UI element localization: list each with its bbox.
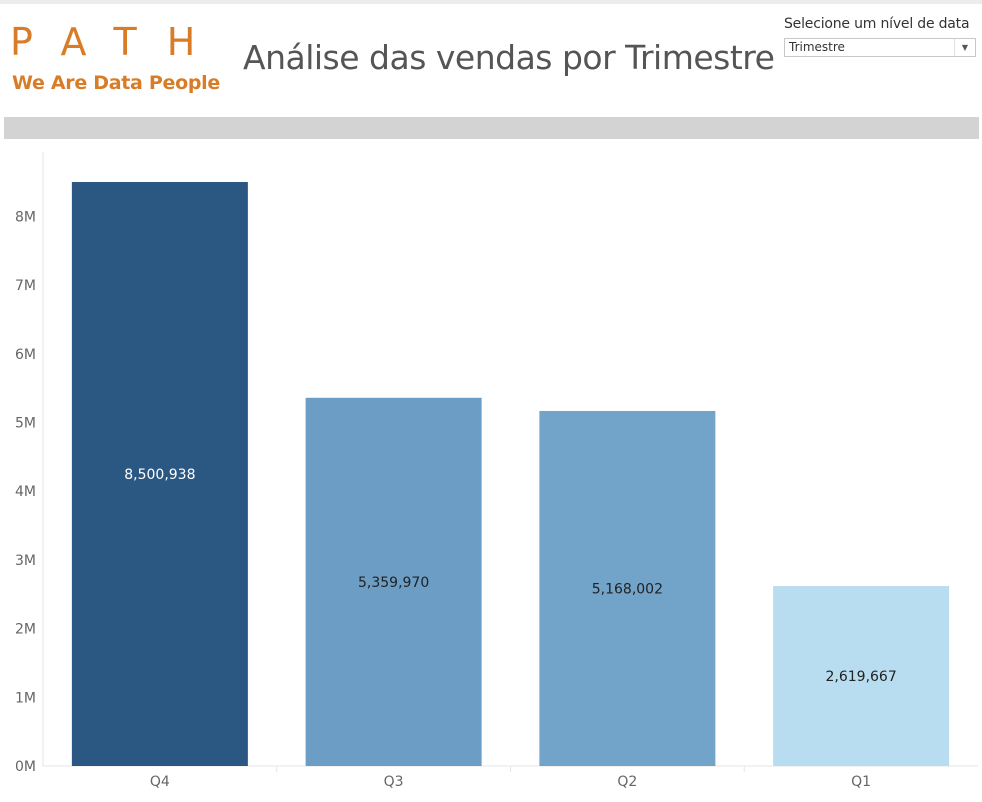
y-tick-label: 7M: [15, 278, 36, 294]
x-tick-label: Q4: [150, 774, 170, 790]
bar-data-label: 5,359,970: [358, 575, 429, 591]
date-level-select[interactable]: Trimestre ▼: [784, 38, 976, 57]
x-tick-label: Q1: [851, 774, 871, 790]
x-tick-label: Q2: [617, 774, 637, 790]
x-tick-label: Q3: [384, 774, 404, 790]
date-level-filter: Selecione um nível de data Trimestre ▼: [784, 16, 978, 57]
bar-data-label: 8,500,938: [124, 467, 195, 483]
y-tick-label: 1M: [15, 690, 36, 706]
path-logo: PATH We Are Data People: [10, 22, 220, 102]
bar-q1[interactable]: [773, 586, 950, 766]
y-tick-label: 4M: [15, 484, 36, 500]
y-tick-label: 6M: [15, 347, 36, 363]
y-tick-label: 3M: [15, 553, 36, 569]
top-border: [0, 0, 982, 4]
y-tick-label: 5M: [15, 416, 36, 432]
bar-q4[interactable]: [71, 182, 248, 766]
logo-wordmark: PATH: [10, 20, 226, 64]
bar-chart: 0M 1M 2M 3M 4M 5M 6M 7M 8M 8,500,938 Q4 5,359,970 Q3…: [15, 152, 978, 790]
bar-q2[interactable]: [539, 410, 716, 766]
bar-data-label: 2,619,667: [825, 669, 896, 685]
bar-data-label: 5,168,002: [592, 581, 663, 597]
chevron-down-icon[interactable]: ▼: [954, 39, 975, 56]
y-tick-label: 2M: [15, 622, 36, 638]
y-tick-label: 8M: [15, 209, 36, 225]
filter-label: Selecione um nível de data: [784, 16, 970, 32]
y-tick-label: 0M: [15, 759, 36, 775]
header-band: [4, 117, 979, 139]
filter-selected-value: Trimestre: [789, 40, 845, 54]
page-title: Análise das vendas por Trimestre: [243, 38, 775, 77]
bar-q3[interactable]: [305, 397, 482, 766]
logo-tagline: We Are Data People: [12, 72, 220, 94]
